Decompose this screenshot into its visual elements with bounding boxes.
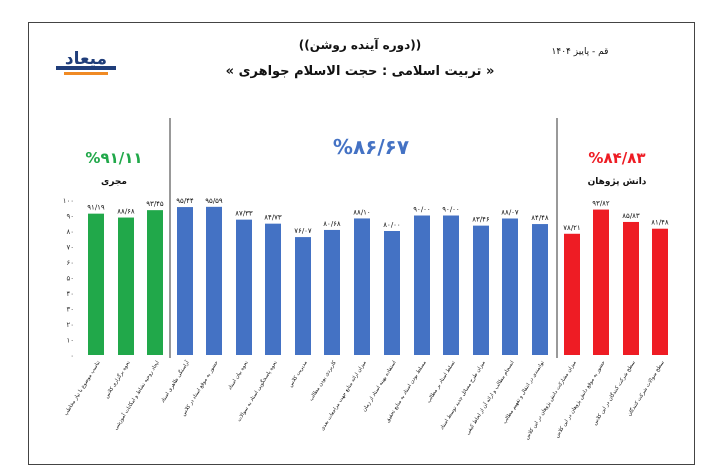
bar-data-label: ۹۳/۸۲ [592, 200, 610, 208]
y-tick-label: ۲۰ [66, 321, 74, 329]
group-name-label: دانش پژوهان [588, 177, 647, 187]
bar [473, 225, 489, 355]
y-tick-label: ۷۰ [66, 244, 74, 252]
bar [206, 206, 222, 355]
bar-data-label: ۹۰/۰۰ [442, 206, 459, 214]
period-label: قم - پاییز ۱۴۰۴ [551, 47, 609, 57]
bar [502, 218, 518, 355]
chart-title: « تربیت اسلامی : حجت الاسلام جواهری » [225, 64, 495, 79]
bar-data-label: ۹۵/۵۹ [205, 197, 223, 205]
bar [384, 231, 400, 355]
bar [236, 219, 252, 355]
x-category-label: نحوه برگزاری کلاس [103, 359, 132, 399]
miaad-logo: میعاد [56, 49, 116, 75]
bar [623, 221, 639, 355]
y-tick-label: ۵۰ [66, 275, 74, 283]
bar-data-label: ۸۳/۴۶ [472, 216, 490, 224]
y-tick-label: ۱۰۰ [63, 197, 74, 205]
bar-data-label: ۸۵/۸۳ [622, 212, 640, 220]
y-tick-label: ۸۰ [66, 228, 74, 236]
x-category-label: آراستگی ظاهری استاد [159, 359, 191, 404]
bar [265, 223, 281, 355]
x-category-label: انسجام مطالب و ارائه آن از لحاظ کیفی [464, 359, 516, 436]
bar-data-label: ۹۰/۰۰ [413, 206, 430, 214]
x-category-label: مدیریت کلاس [288, 360, 309, 389]
y-tick-label: ۰ [70, 352, 74, 360]
x-category-label: تسلط استاد بر مطالب [426, 359, 457, 404]
x-category-label: کاربردی بودن مطالب [308, 359, 338, 402]
bar-data-label: ۹۱/۱۹ [87, 204, 105, 212]
chart-frame [28, 22, 695, 465]
y-tick-label: ۳۰ [66, 306, 74, 314]
bar-data-label: ۸۰/۰۰ [383, 221, 400, 229]
x-category-label: استفاده بهینه استاد از زمان [361, 360, 397, 413]
bar-data-label: ۸۴/۴۸ [531, 214, 549, 222]
logo-text: میعاد [65, 49, 107, 69]
bar [532, 224, 548, 355]
bar-data-label: ۸۴/۷۳ [264, 214, 282, 222]
bar [118, 217, 134, 355]
bar-data-label: ۹۵/۴۴ [176, 197, 194, 205]
y-axis: ۰ ۱۰ ۲۰ ۳۰ ۴۰ ۵۰ ۶۰ ۷۰ ۸۰ ۹۰ ۱۰۰ [63, 197, 74, 360]
bar [564, 233, 580, 355]
bar [295, 237, 311, 355]
bar-data-label: ۸۸/۰۷ [501, 208, 519, 216]
y-tick-label: ۹۰ [66, 213, 74, 221]
x-axis-labels: تناسب موضوع با نیاز مخاطب نحوه برگزاری کل… [63, 359, 666, 441]
group-name-label: مجری [101, 177, 127, 187]
chart-subtitle: ((دوره آینده روشن)) [298, 38, 422, 52]
bar-data-label: ۸۰/۶۸ [323, 220, 341, 228]
bar-data-label: ۸۸/۶۸ [117, 208, 135, 216]
x-category-label: حضور به موقع دانش پژوهان در این کلاس [554, 360, 607, 439]
y-tick-label: ۱۰ [66, 337, 74, 345]
bar-data-label: ۸۸/۱۰ [353, 208, 370, 216]
bar-data-label: ۸۷/۳۳ [235, 210, 253, 218]
bar [354, 218, 370, 355]
bar-data-label: ۷۶/۰۷ [294, 227, 312, 235]
y-tick-label: ۶۰ [66, 259, 74, 267]
bar [652, 228, 668, 355]
bar [324, 229, 340, 355]
bar-data-label: ۹۳/۴۵ [146, 200, 164, 208]
group-total-label: %۸۶/۶۷ [333, 135, 409, 159]
group-total-label: %۸۴/۸۳ [588, 149, 645, 167]
bars: ۹۱/۱۹ ۸۸/۶۸ ۹۳/۴۵ ۹۵/۴۴ ۹۵/۵۹ ۸۷/۳۳ ۸۴/۷۳ ۷۶/۰۷… [87, 197, 669, 355]
bar [177, 207, 193, 355]
bar [147, 210, 163, 355]
bar-data-label: ۷۸/۲۱ [563, 224, 580, 232]
bar [593, 209, 609, 355]
x-category-label: نحوه بیان استاد [227, 360, 250, 391]
bar-data-label: ۸۱/۴۸ [651, 219, 669, 227]
bar [443, 215, 459, 355]
x-category-label: تناسب موضوع با نیاز مخاطب [63, 359, 102, 416]
group-titles: %۹۱/۱۱ مجری %۸۶/۶۷ %۸۴/۸۳ دانش پژوهان [85, 135, 646, 187]
bar [88, 213, 104, 355]
y-tick-label: ۴۰ [66, 290, 74, 298]
bar [414, 215, 430, 355]
group-total-label: %۹۱/۱۱ [85, 149, 142, 167]
